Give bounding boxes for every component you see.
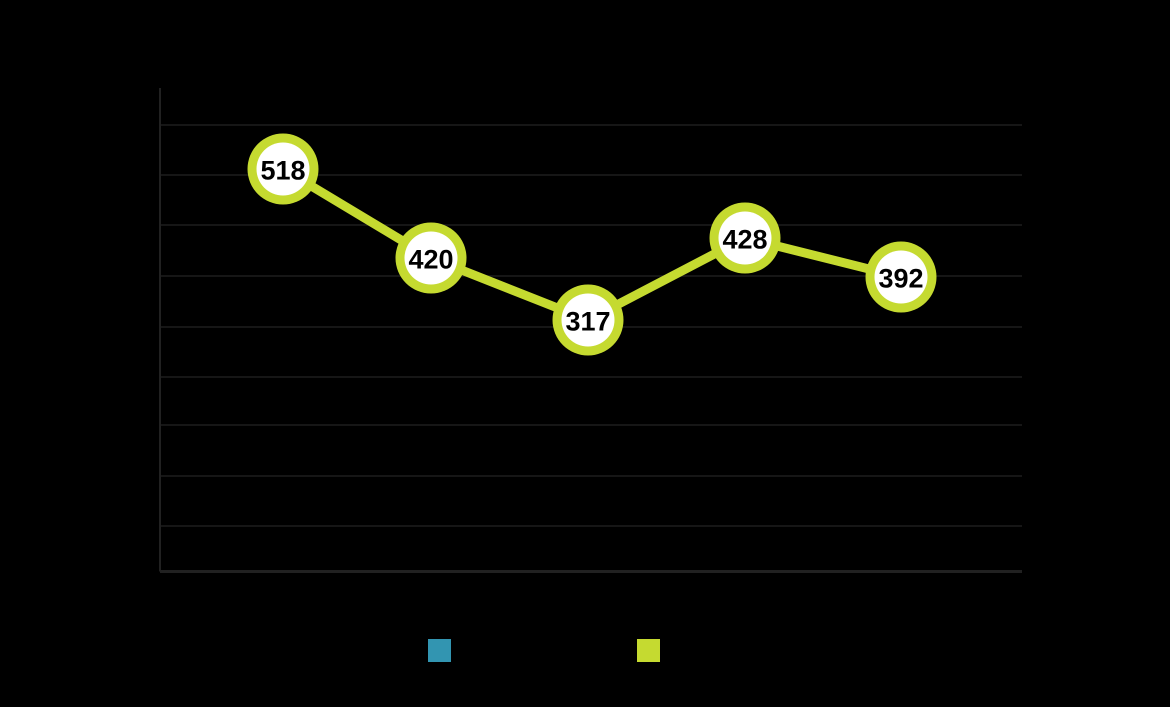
marker-fill (718, 211, 772, 265)
marker-value-label: 518 (260, 156, 305, 186)
marker-fill (561, 293, 615, 347)
marker-value-label: 428 (722, 225, 767, 255)
marker-value-label: 317 (565, 307, 610, 337)
marker-fill (874, 250, 928, 304)
marker-fill (404, 231, 458, 285)
legend-swatch-line (637, 639, 660, 662)
marker-value-label: 392 (878, 264, 923, 294)
legend-swatch-bars (428, 639, 451, 662)
marker-value-label: 420 (408, 245, 453, 275)
marker-fill (256, 142, 310, 196)
